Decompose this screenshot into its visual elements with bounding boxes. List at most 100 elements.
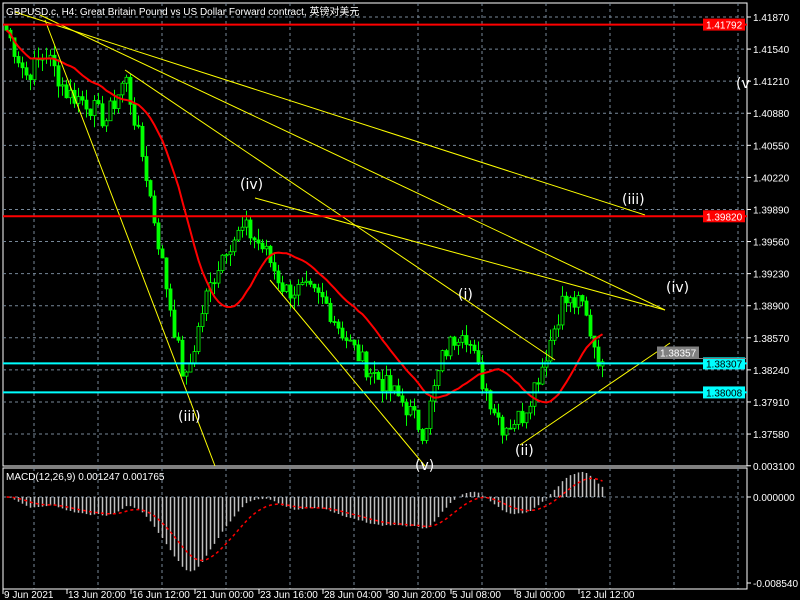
candle-body	[144, 156, 149, 181]
time-axis-label: 13 Jun 20:00	[68, 590, 126, 600]
candle-body	[168, 288, 173, 311]
price-axis-label: 1.40880	[753, 109, 790, 120]
candle-body	[472, 344, 477, 351]
time-axis-label: 23 Jun 16:00	[260, 590, 318, 600]
candle-body	[524, 412, 529, 424]
candle-body	[388, 375, 393, 392]
candle-body	[456, 341, 461, 346]
current-price-box	[657, 346, 699, 359]
candle-body	[352, 339, 357, 346]
main-pane-frame	[2, 2, 748, 467]
candle-body	[564, 295, 569, 304]
macd-histogram	[9, 471, 604, 572]
candle-body	[160, 248, 165, 259]
price-axis-label: 1.37910	[753, 398, 790, 409]
wave-label: (i)	[458, 287, 473, 303]
candle-body	[464, 335, 469, 345]
candle-body	[376, 371, 381, 380]
time-axis-label: 28 Jun 04:00	[324, 590, 382, 600]
candle-body	[108, 100, 113, 122]
candle-body	[292, 294, 297, 299]
candle-body	[500, 416, 505, 436]
price-axis-label: 1.41540	[753, 45, 790, 56]
candle-body	[120, 82, 125, 96]
candle-body	[400, 395, 405, 403]
time-axis-label: 8 Jul 00:00	[516, 590, 565, 600]
candle-body	[228, 251, 233, 256]
candle-body	[64, 84, 69, 99]
candle-body	[104, 120, 109, 127]
candle-body	[140, 125, 145, 157]
price-label-box	[703, 210, 745, 223]
price-axis-label: 1.38900	[753, 302, 790, 313]
candle-body	[284, 284, 289, 292]
price-axis-label: 1.40220	[753, 173, 790, 184]
candle-body	[552, 328, 557, 341]
candle-body	[436, 370, 441, 386]
candle-body	[172, 309, 177, 338]
candle-body	[4, 24, 9, 31]
candle-body	[312, 283, 317, 289]
candle-body	[508, 427, 513, 430]
candle-body	[496, 412, 501, 418]
wave-label: (ii)	[515, 443, 534, 459]
candle-body	[112, 100, 117, 109]
candle-body	[244, 219, 249, 228]
candle-body	[152, 195, 157, 224]
candle-body	[336, 321, 341, 329]
candle-body	[356, 344, 361, 362]
candle-body	[204, 290, 209, 315]
candle-body	[548, 339, 553, 362]
candle-body	[532, 382, 537, 407]
candle-body	[396, 385, 401, 397]
price-axis-label: 1.37580	[753, 430, 790, 441]
candle-body	[116, 94, 121, 109]
price-label-text: 1.38008	[706, 388, 743, 399]
candle-body	[12, 37, 17, 57]
price-axis-label: 1.41870	[753, 13, 790, 24]
candle-body	[476, 350, 481, 363]
candle-body	[488, 390, 493, 410]
time-axis-label: 5 Jul 08:00	[452, 590, 501, 600]
candle-body	[128, 76, 133, 105]
candle-body	[200, 313, 205, 327]
candle-body	[304, 280, 309, 283]
candle-body	[132, 103, 137, 126]
candle-body	[584, 300, 589, 316]
current-price-text: 1.38357	[660, 349, 697, 360]
candle-body	[24, 67, 29, 76]
candle-body	[80, 96, 85, 101]
candle-body	[372, 371, 377, 374]
candle-body	[448, 336, 453, 357]
candle-body	[596, 346, 601, 367]
moving-average-line	[5, 29, 604, 404]
candle-body	[16, 56, 21, 64]
candle-body	[248, 219, 253, 239]
candle-body	[556, 324, 561, 330]
candle-body	[20, 62, 25, 69]
candle-body	[440, 350, 445, 372]
candle-body	[572, 297, 577, 308]
candle-body	[164, 257, 169, 290]
candle-body	[404, 401, 409, 416]
candle-body	[392, 385, 397, 392]
candle-body	[280, 282, 285, 292]
candle-body	[340, 327, 345, 339]
candle-body	[308, 280, 313, 285]
candle-body	[224, 254, 229, 257]
candle-body	[180, 339, 185, 377]
candle-body	[240, 226, 245, 231]
candle-body	[28, 74, 33, 81]
price-label-text: 1.39820	[706, 212, 743, 223]
candle-body	[148, 180, 153, 197]
candle-body	[320, 292, 325, 298]
candle-body	[296, 284, 301, 296]
price-label-box	[703, 386, 745, 399]
candle-body	[348, 339, 353, 342]
price-axis-label: 1.39890	[753, 205, 790, 216]
candle-body	[492, 408, 497, 414]
candle-body	[364, 351, 369, 378]
candle-body	[92, 100, 97, 117]
time-axis-label: 16 Jun 12:00	[132, 590, 190, 600]
